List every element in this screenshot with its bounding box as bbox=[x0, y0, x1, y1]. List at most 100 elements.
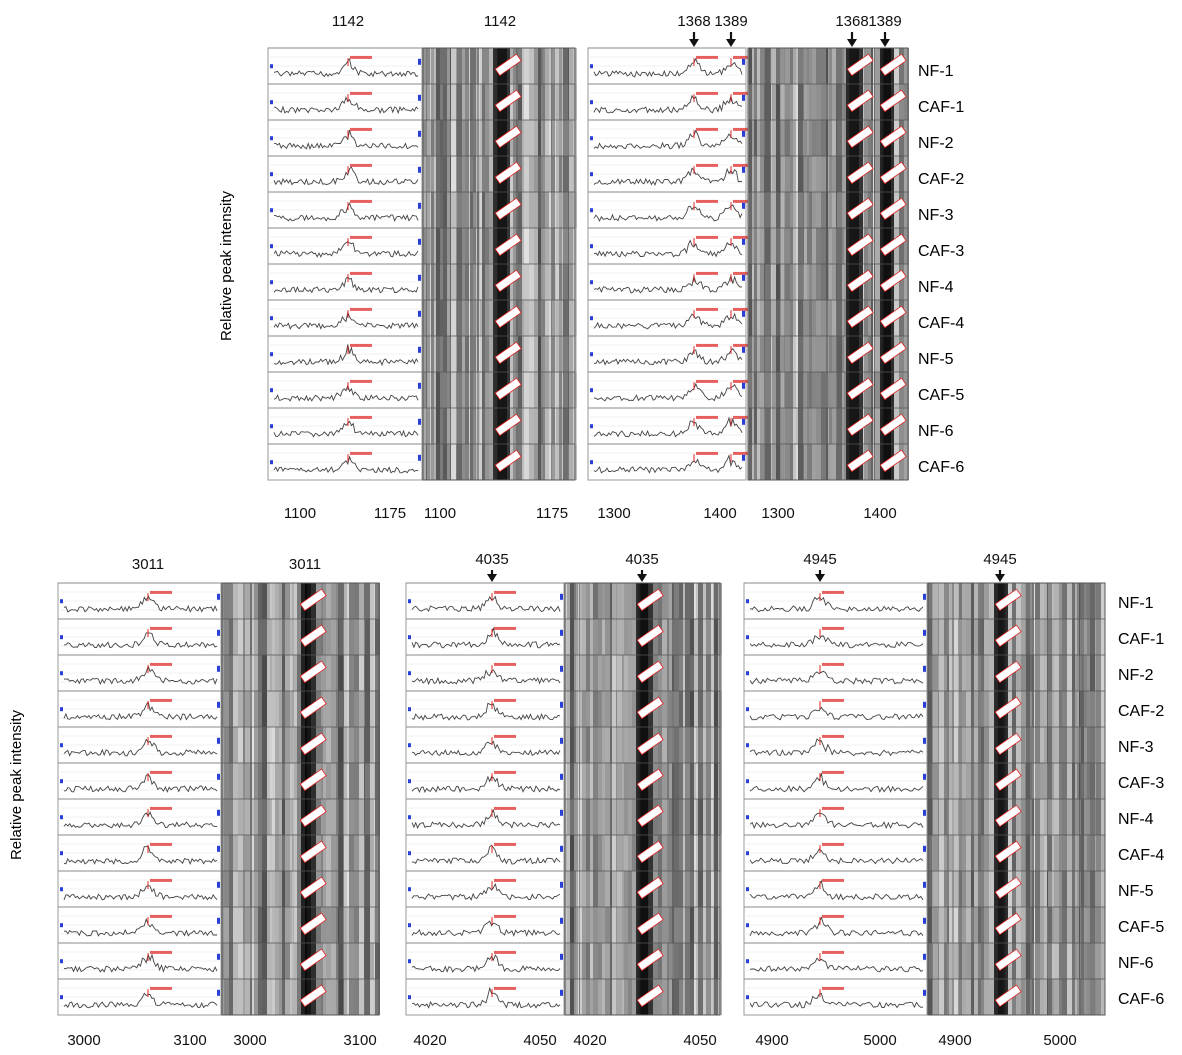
gel-band bbox=[430, 156, 431, 192]
gel-band bbox=[477, 336, 479, 372]
gel-band bbox=[470, 264, 473, 300]
gel-band bbox=[662, 871, 667, 907]
peak-annotation bbox=[733, 235, 755, 239]
spectrum-trace bbox=[749, 596, 924, 613]
gel-band bbox=[593, 979, 598, 1015]
gel-band bbox=[1067, 583, 1072, 619]
gel-band bbox=[229, 619, 233, 655]
row-handle bbox=[418, 274, 421, 281]
gel-band bbox=[836, 372, 837, 408]
gel-band bbox=[323, 583, 326, 619]
gel-band bbox=[694, 583, 696, 619]
gel-band bbox=[711, 655, 713, 691]
gel-band bbox=[552, 408, 555, 444]
gel-band bbox=[590, 907, 593, 943]
gel-band bbox=[272, 763, 275, 799]
gel-band bbox=[598, 583, 602, 619]
spectrum-trace bbox=[273, 455, 418, 474]
spectrum-trace bbox=[274, 202, 419, 223]
gel-band bbox=[798, 48, 803, 84]
gel-band bbox=[516, 228, 518, 264]
gel-band bbox=[711, 763, 713, 799]
gel-band bbox=[978, 691, 981, 727]
gel-band bbox=[578, 835, 579, 871]
gel-band bbox=[450, 84, 451, 120]
gel-band bbox=[683, 619, 685, 655]
gel-band bbox=[224, 943, 229, 979]
gel-peak-tag bbox=[994, 696, 1022, 720]
gel-band bbox=[636, 943, 638, 979]
row-handle bbox=[60, 779, 63, 784]
gel-band bbox=[556, 264, 559, 300]
gel-band bbox=[793, 228, 796, 264]
row-handle bbox=[590, 316, 593, 321]
gel-band bbox=[1025, 907, 1026, 943]
gel-band bbox=[518, 372, 522, 408]
gel-band bbox=[344, 727, 347, 763]
gel-band bbox=[981, 907, 984, 943]
gel-band bbox=[582, 835, 586, 871]
gel-band bbox=[966, 799, 971, 835]
gel-band bbox=[534, 300, 538, 336]
gel-band bbox=[290, 979, 292, 1015]
gel-band bbox=[529, 228, 534, 264]
gel-band bbox=[640, 763, 641, 799]
gel-band bbox=[1030, 943, 1032, 979]
gel-band bbox=[543, 300, 545, 336]
gel-band bbox=[576, 835, 578, 871]
gel-band bbox=[667, 907, 669, 943]
gel-band bbox=[593, 727, 598, 763]
sample-label: CAF-5 bbox=[1118, 919, 1164, 936]
gel-band bbox=[928, 727, 932, 763]
gel-band bbox=[570, 835, 574, 871]
gel-band bbox=[338, 763, 339, 799]
peak-label: 4945 bbox=[803, 551, 836, 568]
gel-band bbox=[904, 120, 909, 156]
gel-band bbox=[552, 84, 555, 120]
gel-band bbox=[470, 48, 473, 84]
gel-band bbox=[832, 192, 836, 228]
gel-band bbox=[576, 763, 578, 799]
gel-band bbox=[426, 336, 427, 372]
gel-band bbox=[258, 799, 262, 835]
gel-band bbox=[828, 300, 829, 336]
gel-band bbox=[570, 691, 574, 727]
gel-band bbox=[456, 336, 457, 372]
gel-band bbox=[679, 763, 683, 799]
gel-band bbox=[323, 619, 326, 655]
gel-band bbox=[331, 943, 336, 979]
gel-band bbox=[602, 655, 605, 691]
peak-annotation bbox=[696, 55, 718, 59]
gel-band bbox=[605, 691, 610, 727]
gel-band bbox=[1077, 619, 1079, 655]
gel-band bbox=[849, 372, 850, 408]
gel-band bbox=[816, 120, 821, 156]
gel-band bbox=[555, 156, 556, 192]
gel-peak-tag bbox=[299, 660, 327, 684]
gel-band bbox=[713, 655, 714, 691]
gel-band bbox=[489, 264, 493, 300]
gel-band bbox=[1054, 619, 1059, 655]
gel-band bbox=[772, 120, 776, 156]
row-handle bbox=[270, 388, 273, 393]
gel-band bbox=[952, 979, 954, 1015]
gel-peak-tag bbox=[994, 876, 1022, 900]
gel-band bbox=[1079, 619, 1080, 655]
gel-band bbox=[482, 300, 485, 336]
gel-band bbox=[638, 691, 640, 727]
gel-band bbox=[518, 300, 522, 336]
gel-band bbox=[254, 763, 258, 799]
gel-band bbox=[749, 192, 752, 228]
gel-band bbox=[685, 907, 690, 943]
gel-band bbox=[552, 120, 555, 156]
gel-band bbox=[580, 619, 582, 655]
gel-band bbox=[765, 156, 770, 192]
gel-band bbox=[846, 336, 847, 372]
gel-band bbox=[480, 84, 482, 120]
gel-band bbox=[1087, 655, 1090, 691]
gel-band bbox=[1062, 583, 1067, 619]
gel-band bbox=[586, 691, 590, 727]
gel-band bbox=[974, 871, 978, 907]
gel-band bbox=[518, 84, 522, 120]
gel-band bbox=[224, 727, 229, 763]
